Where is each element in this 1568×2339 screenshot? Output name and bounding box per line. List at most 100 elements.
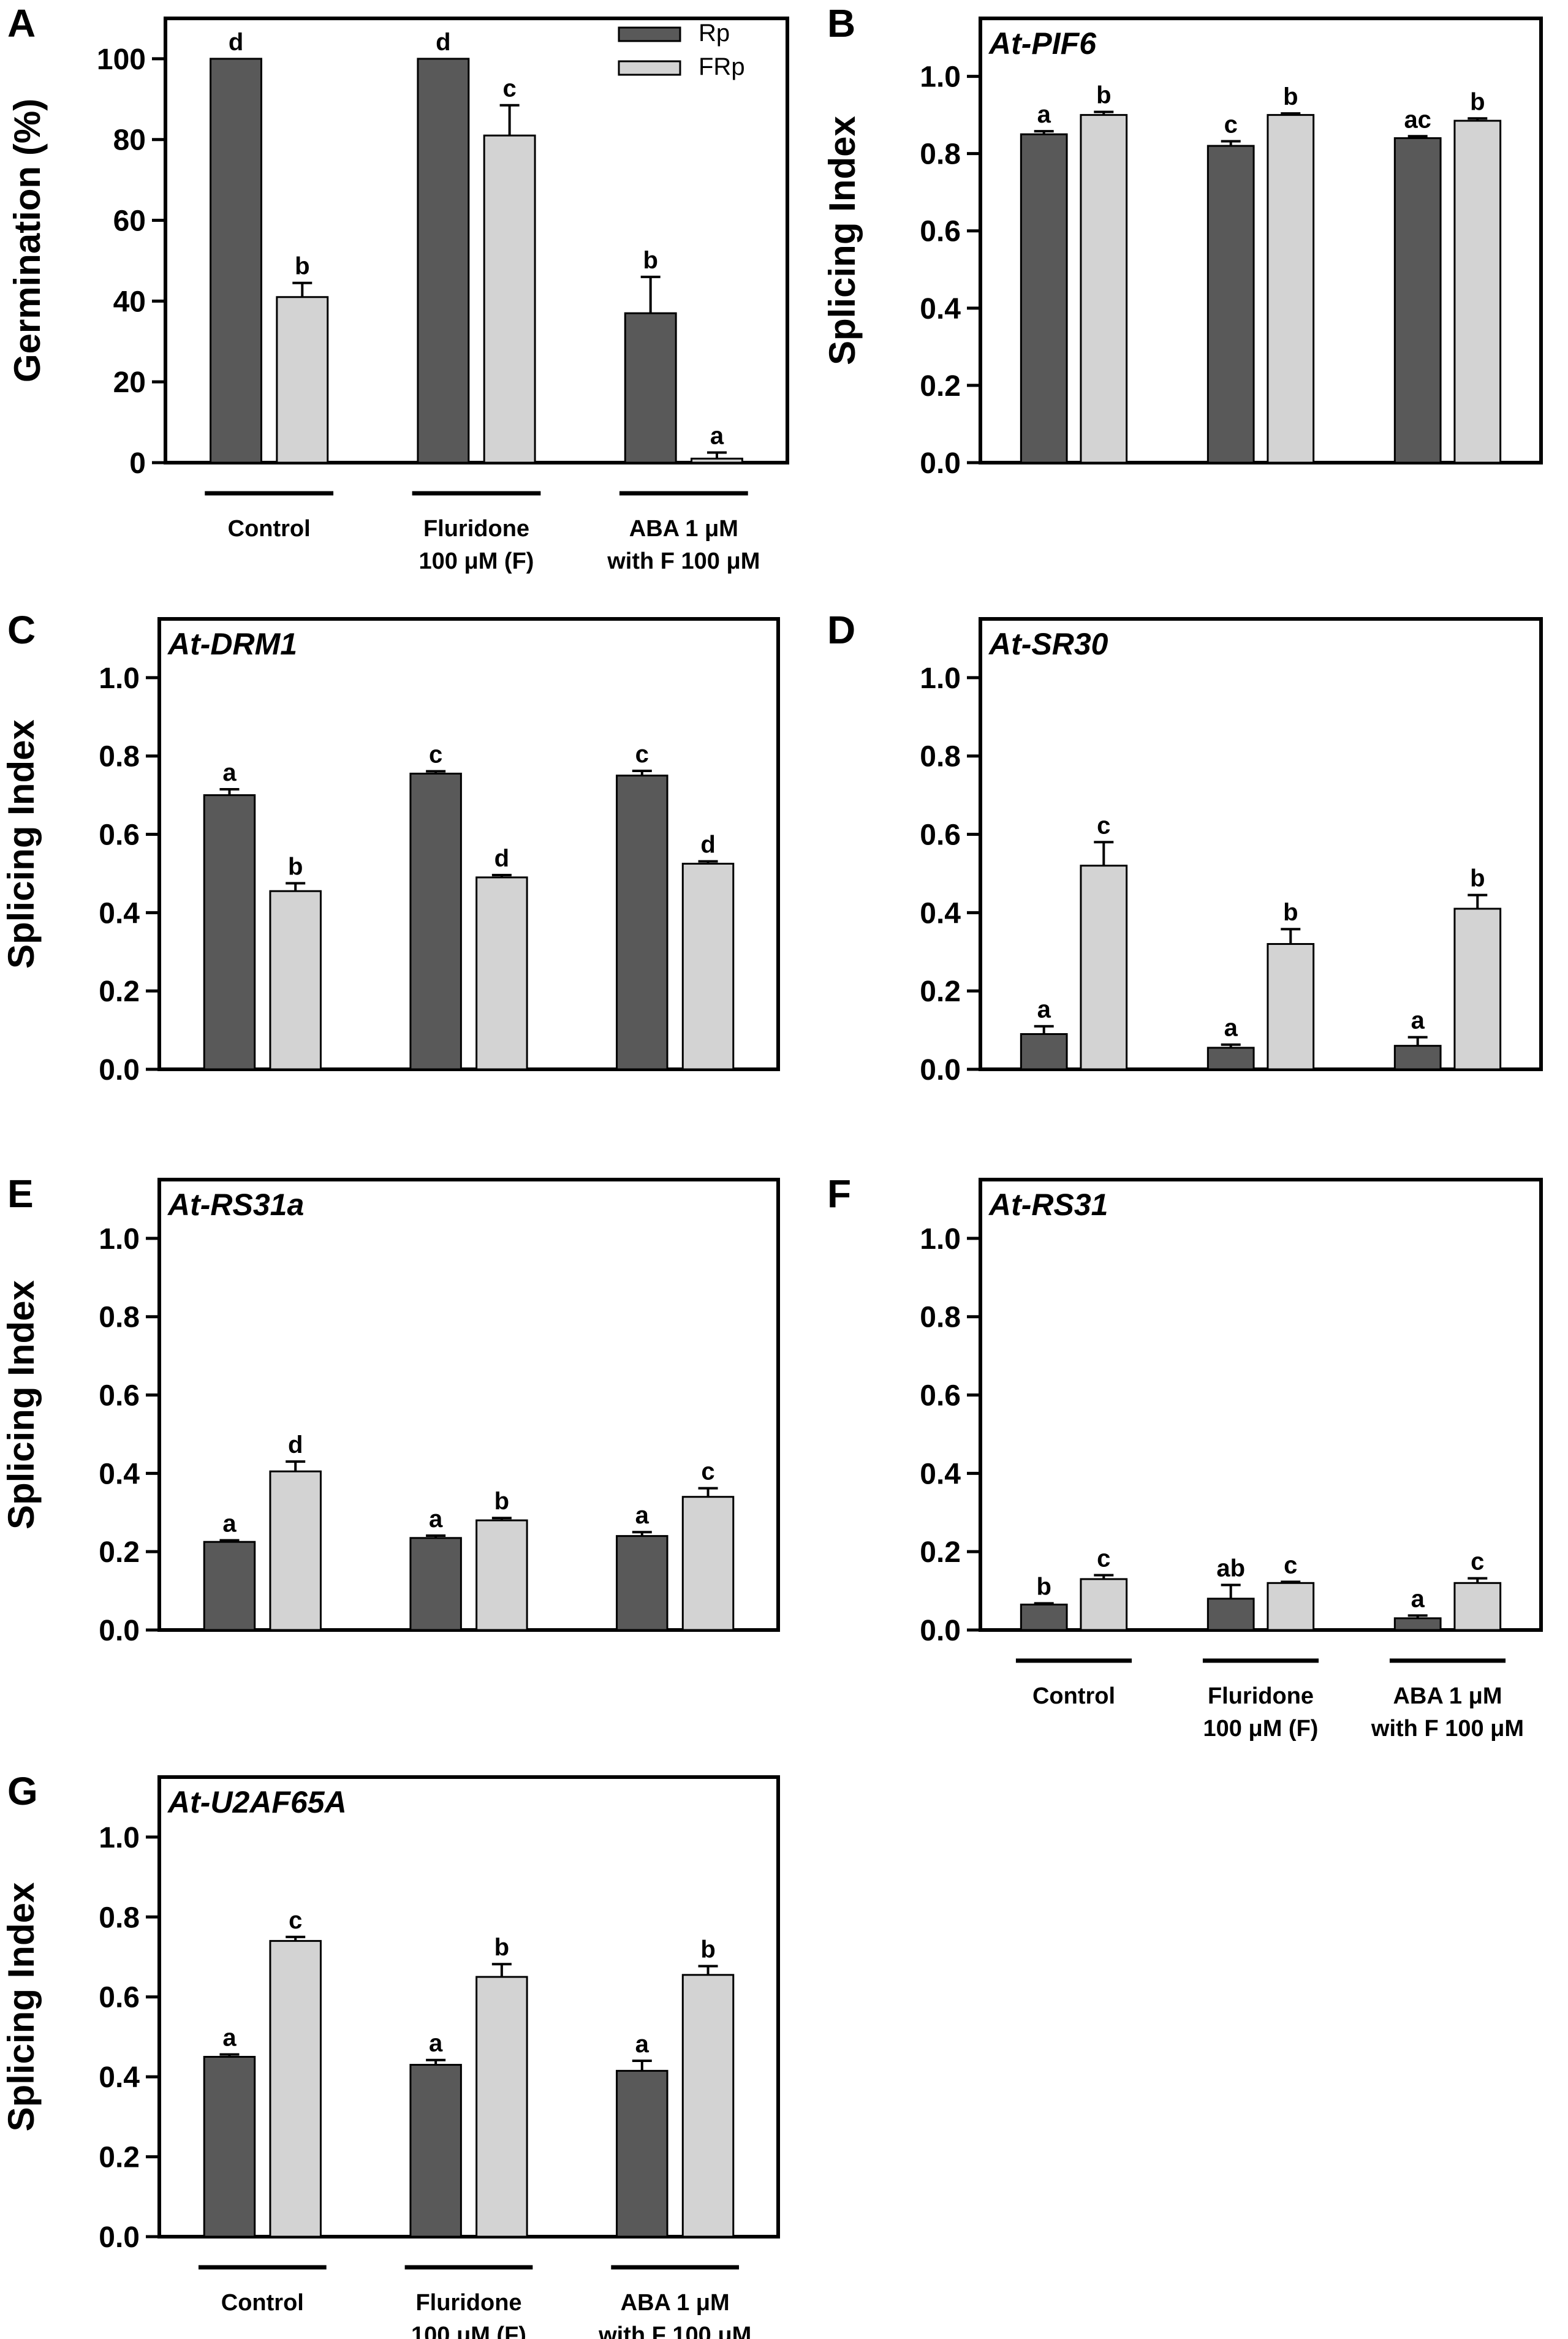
y-tick-label: 0.2 [920,370,961,403]
legend-swatch-frp [618,60,681,76]
bar-rp [1206,1047,1255,1071]
bar-frp [1080,1578,1128,1631]
significance-letter: d [494,845,509,872]
bar-frp [1453,1582,1502,1631]
bar-rp [203,1541,256,1631]
y-tick-label: 0.0 [920,1615,961,1647]
significance-letter: a [1224,1015,1238,1042]
significance-letter: b [643,247,657,274]
legend-label-frp: FRp [699,53,745,80]
bar-frp [681,862,735,1071]
y-tick-label: 0.2 [99,2142,140,2174]
significance-letter: a [222,759,237,786]
bar-rp [1206,1598,1255,1631]
legend-swatch-rp [618,26,681,42]
chart-title: At-DRM1 [167,627,297,661]
bar-rp [1020,1033,1068,1071]
bar-frp [1267,114,1315,464]
significance-letter: a [1037,996,1051,1023]
y-tick-label: 0.8 [99,1901,140,1934]
significance-letter: c [701,1458,714,1485]
significance-letter: c [635,741,649,768]
bar-frp [1267,1582,1315,1631]
y-tick-label: 0.6 [99,1982,140,2014]
significance-letter: b [1283,899,1298,926]
group-label: Fluridone [415,2290,521,2316]
panel-letter: B [827,1,855,45]
bar-rp [616,1535,668,1631]
y-tick-label: 0.4 [920,897,961,930]
bar-frp [681,1974,735,2238]
significance-letter: b [1470,88,1485,115]
group-label: 100 μM (F) [419,548,534,574]
panel-letter: D [827,608,855,652]
bar-rp [1393,137,1442,464]
y-tick-label: 0.8 [920,138,961,171]
bar-rp [616,2069,668,2238]
y-tick-label: 0.2 [920,976,961,1008]
significance-letter: b [1096,82,1111,109]
significance-letter: c [1224,111,1238,138]
y-tick-label: 0.8 [99,741,140,773]
y-tick-label: 0.4 [920,1458,961,1490]
group-label: ABA 1 μM [1393,1683,1502,1709]
significance-letter: b [1036,1574,1051,1601]
y-tick-label: 0.0 [920,1054,961,1086]
legend-label-rp: Rp [699,20,730,47]
plot-frame [157,617,780,1071]
chart-panel-e: E At-RS31a 0.0 0.2 0.4 0.6 0.8 1.0 Splicing Inde… [1,1172,780,1647]
significance-letter: c [503,75,517,102]
significance-letter: b [288,853,303,880]
y-tick-label: 0.2 [99,976,140,1008]
panel-letter: A [7,1,36,45]
plot-frame [164,17,789,464]
significance-letter: ac [1404,106,1431,133]
group-label: with F 100 μM [607,548,760,574]
y-tick-label: 1.0 [99,662,140,695]
y-tick-label: 0.6 [920,1380,961,1412]
significance-letter: b [295,253,309,280]
chart-panel-a: A 0 20 40 60 80 100 Germination (%) d b Control d c F… [7,1,789,574]
bar-frp [475,876,528,1071]
significance-letter: b [1470,865,1485,892]
panel-letter: C [7,608,36,652]
bar-frp [276,296,329,464]
y-tick-label: 0.2 [99,1536,140,1569]
significance-letter: c [429,741,442,768]
significance-letter: a [710,423,724,450]
bar-rp [409,2064,462,2238]
bar-frp [475,1976,528,2238]
bar-rp [203,2056,256,2238]
bar-frp [483,134,536,464]
y-tick-label: 20 [113,366,146,399]
significance-letter: a [1037,101,1051,128]
bar-rp [624,312,677,464]
y-tick-label: 0.4 [99,2061,140,2094]
significance-letter: a [429,1506,443,1533]
y-axis-label: Splicing Index [822,116,863,365]
y-tick-label: 0.2 [920,1536,961,1569]
bar-rp [1020,1603,1068,1631]
bar-rp [409,1537,462,1631]
bar-rp [1393,1617,1442,1631]
group-label: Fluridone [423,516,529,542]
bar-rp [616,775,668,1071]
bar-rp [1393,1045,1442,1071]
significance-letter: d [436,29,450,56]
bar-rp [203,794,256,1071]
bar-rp [1206,145,1255,464]
significance-letter: a [429,2030,443,2057]
y-axis-label: Splicing Index [1,1882,42,2132]
significance-letter: d [229,29,243,56]
chart-panel-f: F At-RS31 0.0 0.2 0.4 0.6 0.8 1.0 b c Control ab c Fl… [827,1172,1543,1742]
significance-letter: c [1284,1552,1297,1579]
significance-letter: b [1283,83,1298,110]
y-tick-label: 0.0 [99,2221,140,2254]
significance-letter: a [1411,1585,1425,1612]
y-tick-label: 80 [113,124,146,157]
plot-frame [979,617,1543,1071]
panel-letter: G [7,1769,38,1813]
group-label: Control [221,2290,304,2316]
bar-frp [681,1496,735,1631]
